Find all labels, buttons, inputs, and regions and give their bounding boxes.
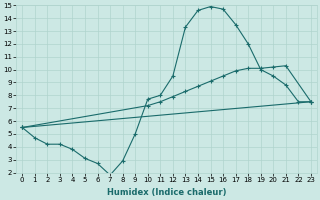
- X-axis label: Humidex (Indice chaleur): Humidex (Indice chaleur): [107, 188, 226, 197]
